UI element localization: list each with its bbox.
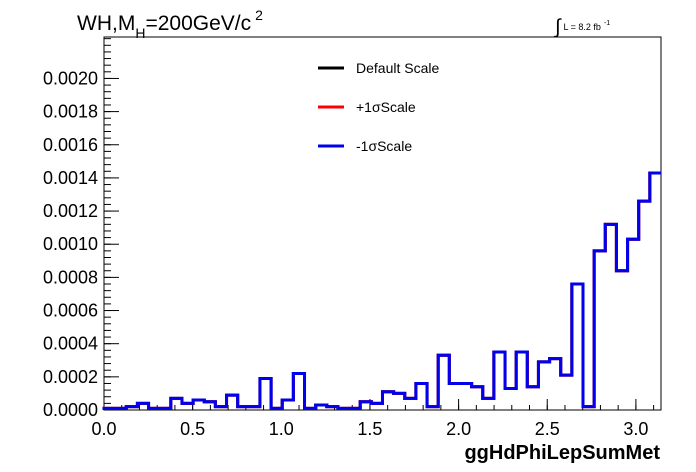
luminosity-superscript: -1	[604, 20, 610, 27]
y-tick-label: 0.0014	[43, 168, 98, 188]
x-axis: 0.0 0.5 1.0 1.5 2.0 2.5 3.0	[91, 399, 655, 439]
x-tick-label: 0.0	[91, 419, 116, 439]
title-subscript: H	[135, 25, 145, 41]
title-prefix: WH,M	[77, 12, 135, 35]
y-tick-label: 0.0010	[43, 234, 98, 254]
x-tick-label: 2.0	[446, 419, 471, 439]
legend-label: +1σScale	[356, 99, 416, 115]
x-tick-label: 1.5	[357, 419, 382, 439]
x-tick-label: 1.0	[269, 419, 294, 439]
y-tick-label: 0.0002	[43, 367, 98, 387]
integral-symbol: ∫	[554, 16, 562, 38]
y-tick-label: 0.0018	[43, 102, 98, 122]
luminosity-label: ∫ L = 8.2 fb -1	[554, 16, 610, 38]
y-tick-label: 0.0004	[43, 334, 98, 354]
legend-label: Default Scale	[356, 60, 439, 76]
y-tick-label: 0.0006	[43, 301, 98, 321]
legend-label: -1σScale	[356, 138, 412, 154]
y-tick-label: 0.0020	[43, 68, 98, 88]
y-tick-label: 0.0000	[43, 400, 98, 420]
plot-frame	[103, 36, 662, 411]
luminosity-text: L = 8.2 fb	[563, 22, 600, 32]
title-superscript: 2	[255, 7, 263, 23]
y-tick-label: 0.0012	[43, 201, 98, 221]
title-rest: =200GeV/c	[145, 12, 251, 35]
y-tick-label: 0.0008	[43, 267, 98, 287]
chart-title: WH,MH=200GeV/c 2	[77, 7, 263, 41]
x-axis-label: ggHdPhiLepSumMet	[464, 442, 660, 464]
legend: Default Scale +1σScale -1σScale	[318, 60, 439, 154]
histogram-series	[102, 171, 661, 410]
histogram-line-0	[102, 171, 661, 410]
histogram-line-2	[102, 171, 661, 410]
y-axis: 0.0000 0.0002 0.0004 0.0006 0.0008 0.0010 0.00…	[43, 38, 119, 420]
x-tick-label: 3.0	[623, 419, 648, 439]
x-tick-label: 0.5	[180, 419, 205, 439]
histogram-line-1	[102, 171, 661, 410]
x-tick-label: 2.5	[535, 419, 560, 439]
y-tick-label: 0.0016	[43, 135, 98, 155]
